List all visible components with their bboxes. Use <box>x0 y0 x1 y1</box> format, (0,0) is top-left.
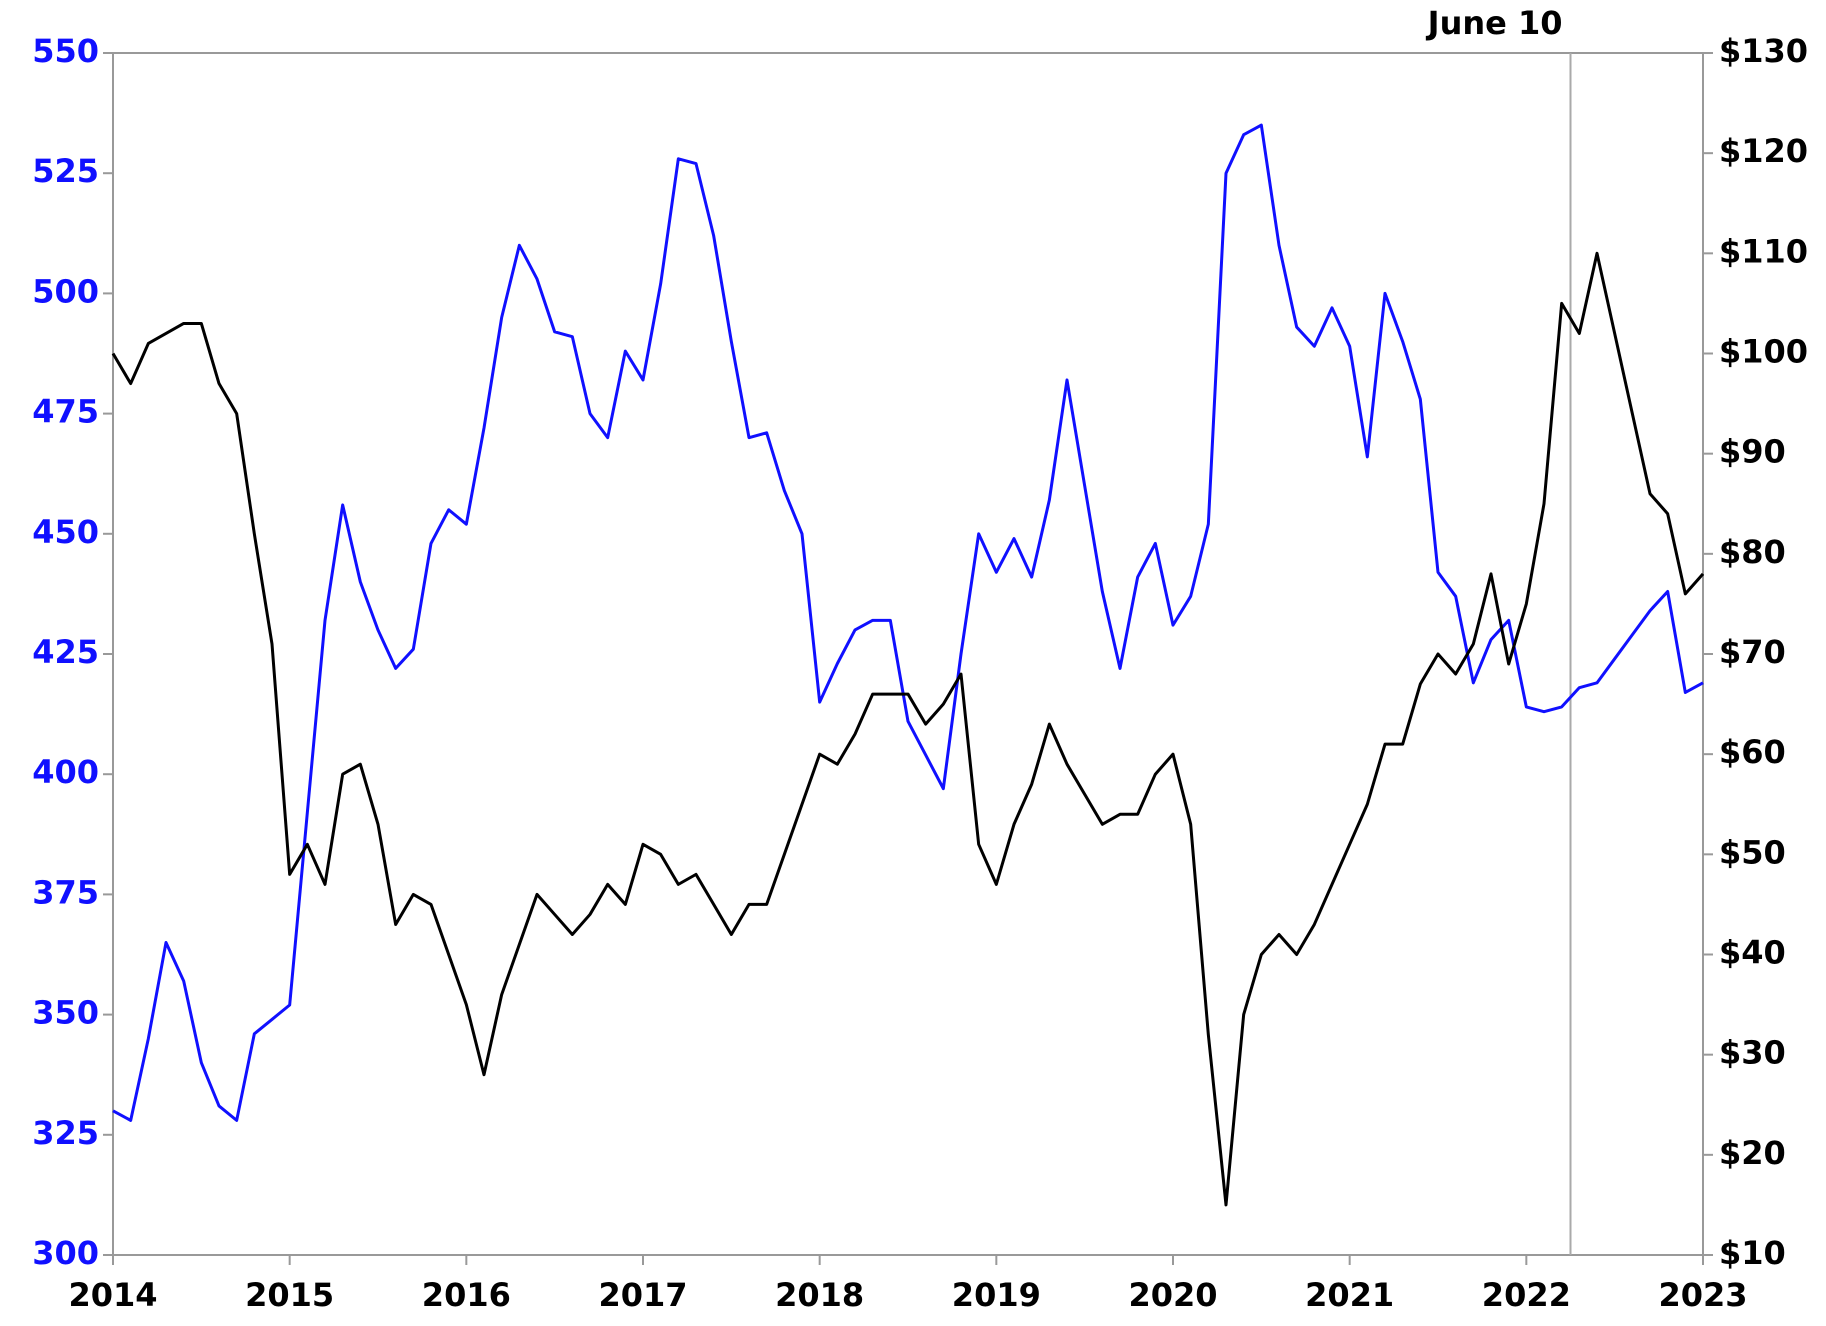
y2-tick-label: $30 <box>1719 1034 1786 1072</box>
y2-tick-label: $70 <box>1719 633 1786 671</box>
y-tick-label: 425 <box>32 633 99 671</box>
y2-tick-label: $40 <box>1719 934 1786 972</box>
y-tick-label: 375 <box>32 873 99 911</box>
x-tick-label: 2020 <box>1128 1276 1217 1314</box>
y-tick-label: 400 <box>32 753 99 791</box>
y-tick-label: 300 <box>32 1234 99 1272</box>
y-tick-label: 500 <box>32 272 99 310</box>
x-tick-label: 2015 <box>245 1276 334 1314</box>
x-tick-label: 2018 <box>775 1276 864 1314</box>
y-tick-label: 325 <box>32 1114 99 1152</box>
y2-tick-label: $90 <box>1719 433 1786 471</box>
y2-tick-label: $50 <box>1719 833 1786 871</box>
plot-frame <box>112 52 1704 1256</box>
series-line <box>111 251 1705 1207</box>
y2-tick-label: $100 <box>1719 333 1808 371</box>
x-tick-label: 2016 <box>422 1276 511 1314</box>
y-tick-label: 475 <box>32 393 99 431</box>
x-tick-label: 2019 <box>952 1276 1041 1314</box>
y-tick-label: 550 <box>32 32 99 70</box>
y2-tick-label: $10 <box>1719 1234 1786 1272</box>
x-tick-label: 2022 <box>1482 1276 1571 1314</box>
y-tick-label: 525 <box>32 152 99 190</box>
y2-tick-label: $110 <box>1719 232 1808 270</box>
y2-tick-label: $60 <box>1719 733 1786 771</box>
marker-label: June 10 <box>1426 4 1563 42</box>
y2-tick-label: $120 <box>1719 132 1808 170</box>
x-tick-label: 2021 <box>1305 1276 1394 1314</box>
y2-tick-label: $130 <box>1719 32 1808 70</box>
y2-tick-label: $80 <box>1719 533 1786 571</box>
x-tick-label: 2017 <box>598 1276 687 1314</box>
y2-tick-label: $20 <box>1719 1134 1786 1172</box>
x-tick-label: 2023 <box>1658 1276 1747 1314</box>
x-tick-label: 2014 <box>68 1276 157 1314</box>
y-tick-label: 450 <box>32 513 99 551</box>
y-tick-label: 350 <box>32 994 99 1032</box>
series-line <box>112 123 1704 1122</box>
